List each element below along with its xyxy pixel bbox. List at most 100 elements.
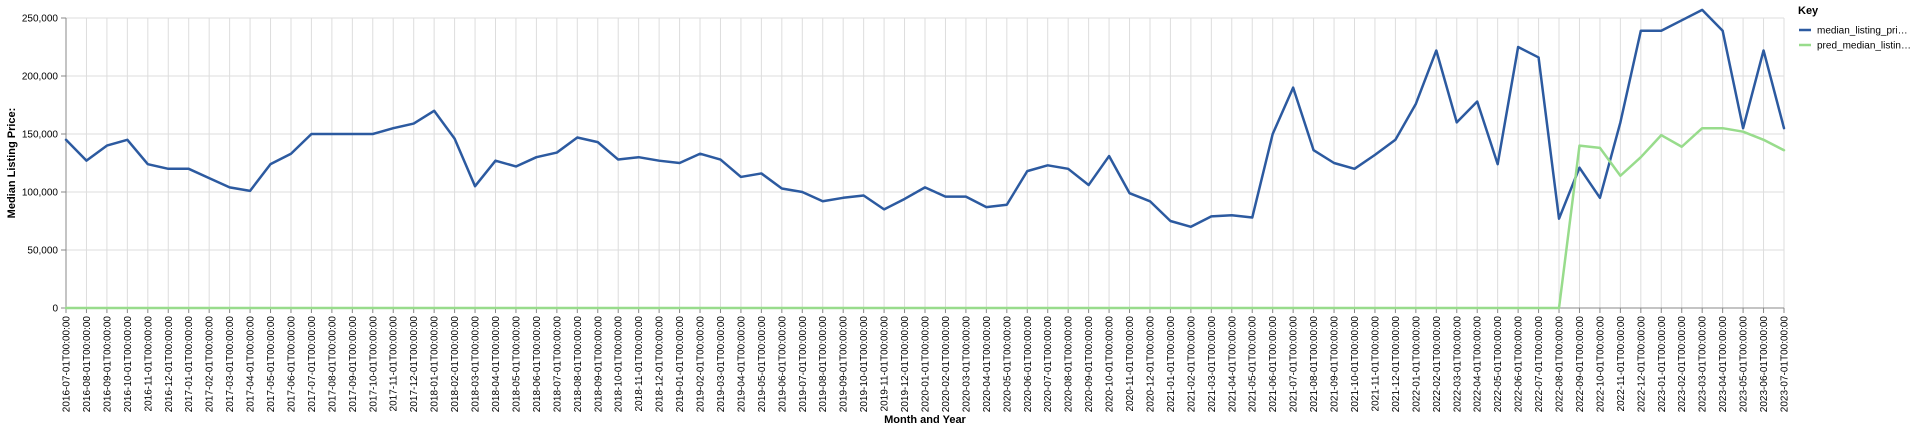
- x-tick-label: 2021-01-01T00:00:00: [1166, 316, 1177, 413]
- x-tick-label: 2019-10-01T00:00:00: [859, 316, 870, 413]
- x-tick-label: 2018-04-01T00:00:00: [491, 316, 502, 413]
- x-tick-label: 2018-05-01T00:00:00: [511, 316, 522, 413]
- x-tick-label: 2019-11-01T00:00:00: [880, 316, 891, 412]
- x-tick-label: 2019-01-01T00:00:00: [675, 316, 686, 413]
- x-tick-label: 2020-11-01T00:00:00: [1125, 316, 1136, 412]
- legend-title: Key: [1798, 5, 1819, 17]
- x-tick-label: 2018-09-01T00:00:00: [593, 316, 604, 413]
- x-tick-label: 2022-08-01T00:00:00: [1555, 316, 1566, 413]
- x-tick-label: 2020-03-01T00:00:00: [961, 316, 972, 413]
- x-tick-label: 2022-03-01T00:00:00: [1452, 316, 1463, 413]
- x-tick-label: 2020-06-01T00:00:00: [1023, 316, 1034, 413]
- x-tick-label: 2022-01-01T00:00:00: [1411, 316, 1422, 413]
- x-tick-label: 2018-07-01T00:00:00: [552, 316, 563, 413]
- x-tick-label: 2021-07-01T00:00:00: [1289, 316, 1300, 413]
- x-tick-label: 2019-08-01T00:00:00: [818, 316, 829, 413]
- x-tick-label: 2020-07-01T00:00:00: [1043, 316, 1054, 413]
- x-tick-label: 2021-05-01T00:00:00: [1248, 316, 1259, 413]
- legend-label: median_listing_pri…: [1817, 26, 1908, 37]
- x-tick-label: 2021-03-01T00:00:00: [1207, 316, 1218, 413]
- x-tick-label: 2022-07-01T00:00:00: [1534, 316, 1545, 413]
- x-tick-label: 2018-01-01T00:00:00: [430, 316, 441, 413]
- x-tick-label: 2020-04-01T00:00:00: [982, 316, 993, 413]
- x-tick-label: 2017-03-01T00:00:00: [225, 316, 236, 413]
- x-tick-label: 2022-09-01T00:00:00: [1575, 316, 1586, 413]
- x-tick-label: 2021-06-01T00:00:00: [1268, 316, 1279, 413]
- axes: 0 50,000 100,000 150,000 200,000 250,000 2016-…: [22, 14, 1791, 413]
- x-tick-label: 2016-08-01T00:00:00: [82, 316, 93, 413]
- grid: [66, 18, 1784, 308]
- x-tick-label: 2022-05-01T00:00:00: [1493, 316, 1504, 413]
- x-tick-label: 2020-10-01T00:00:00: [1105, 316, 1116, 413]
- y-tick-label: 100,000: [22, 188, 59, 199]
- x-tick-label: 2023-03-01T00:00:00: [1698, 316, 1709, 413]
- x-tick-label: 2019-06-01T00:00:00: [777, 316, 788, 413]
- x-tick-label: 2019-04-01T00:00:00: [736, 316, 747, 413]
- x-tick-label: 2019-03-01T00:00:00: [716, 316, 727, 413]
- x-tick-label: 2016-07-01T00:00:00: [62, 316, 73, 413]
- x-tick-label: 2021-04-01T00:00:00: [1227, 316, 1238, 413]
- x-tick-label: 2019-09-01T00:00:00: [839, 316, 850, 413]
- x-tick-label: 2017-06-01T00:00:00: [286, 316, 297, 413]
- x-tick-label: 2019-12-01T00:00:00: [900, 316, 911, 413]
- x-tick-label: 2019-02-01T00:00:00: [696, 316, 707, 413]
- x-tick-label: 2017-11-01T00:00:00: [389, 316, 400, 412]
- y-tick-label: 200,000: [22, 72, 59, 83]
- x-tick-label: 2017-04-01T00:00:00: [246, 316, 257, 413]
- x-tick-label: 2017-10-01T00:00:00: [368, 316, 379, 413]
- x-tick-label: 2018-08-01T00:00:00: [573, 316, 584, 413]
- x-tick-label: 2016-09-01T00:00:00: [102, 316, 113, 413]
- x-tick-label: 2021-12-01T00:00:00: [1391, 316, 1402, 413]
- x-tick-label: 2017-02-01T00:00:00: [205, 316, 216, 413]
- x-tick-label: 2022-11-01T00:00:00: [1616, 316, 1627, 412]
- legend: Key median_listing_pri… pred_median_listi…: [1798, 5, 1911, 52]
- x-tick-label: 2016-10-01T00:00:00: [123, 316, 134, 413]
- x-tick-label: 2020-08-01T00:00:00: [1064, 316, 1075, 413]
- x-tick-label: 2019-07-01T00:00:00: [798, 316, 809, 413]
- x-tick-label: 2017-05-01T00:00:00: [266, 316, 277, 413]
- x-tick-label: 2018-11-01T00:00:00: [634, 316, 645, 412]
- x-tick-label: 2018-12-01T00:00:00: [655, 316, 666, 413]
- x-tick-label: 2020-12-01T00:00:00: [1145, 316, 1156, 413]
- x-tick-label: 2018-06-01T00:00:00: [532, 316, 543, 413]
- y-tick-label: 0: [52, 304, 58, 315]
- x-tick-label: 2022-12-01T00:00:00: [1636, 316, 1647, 413]
- x-tick-label: 2021-09-01T00:00:00: [1330, 316, 1341, 413]
- x-tick-label: 2022-02-01T00:00:00: [1432, 316, 1443, 413]
- x-tick-label: 2018-02-01T00:00:00: [450, 316, 461, 413]
- x-tick-label: 2022-10-01T00:00:00: [1595, 316, 1606, 413]
- x-tick-label: 2021-10-01T00:00:00: [1350, 316, 1361, 413]
- y-tick-label: 150,000: [22, 130, 59, 141]
- x-tick-label: 2017-01-01T00:00:00: [184, 316, 195, 413]
- x-tick-label: 2023-06-01T00:00:00: [1759, 316, 1770, 413]
- x-axis-title: Month and Year: [884, 414, 966, 426]
- x-tick-label: 2020-02-01T00:00:00: [941, 316, 952, 413]
- x-tick-label: 2023-07-01T00:00:00: [1780, 316, 1791, 413]
- y-tick-label: 250,000: [22, 14, 59, 25]
- x-tick-label: 2018-03-01T00:00:00: [471, 316, 482, 413]
- x-tick-label: 2020-01-01T00:00:00: [921, 316, 932, 413]
- x-tick-label: 2020-05-01T00:00:00: [1002, 316, 1013, 413]
- y-axis-title: Median Listing Price:: [6, 108, 18, 219]
- x-tick-label: 2017-07-01T00:00:00: [307, 316, 318, 413]
- x-tick-label: 2018-10-01T00:00:00: [614, 316, 625, 413]
- x-tick-label: 2022-04-01T00:00:00: [1473, 316, 1484, 413]
- x-tick-label: 2023-01-01T00:00:00: [1657, 316, 1668, 413]
- x-tick-label: 2017-08-01T00:00:00: [327, 316, 338, 413]
- x-tick-label: 2016-11-01T00:00:00: [143, 316, 154, 412]
- x-tick-label: 2019-05-01T00:00:00: [757, 316, 768, 413]
- x-tick-label: 2021-11-01T00:00:00: [1370, 316, 1381, 412]
- x-tick-label: 2020-09-01T00:00:00: [1084, 316, 1095, 413]
- x-tick-label: 2021-02-01T00:00:00: [1186, 316, 1197, 413]
- x-tick-label: 2016-12-01T00:00:00: [164, 316, 175, 413]
- y-tick-label: 50,000: [27, 246, 58, 257]
- x-tick-label: 2022-06-01T00:00:00: [1514, 316, 1525, 413]
- x-tick-label: 2017-09-01T00:00:00: [348, 316, 359, 413]
- legend-label: pred_median_listin…: [1817, 41, 1911, 52]
- x-tick-label: 2023-05-01T00:00:00: [1739, 316, 1750, 413]
- x-tick-label: 2023-02-01T00:00:00: [1677, 316, 1688, 413]
- x-tick-label: 2017-12-01T00:00:00: [409, 316, 420, 413]
- x-tick-label: 2021-08-01T00:00:00: [1309, 316, 1320, 413]
